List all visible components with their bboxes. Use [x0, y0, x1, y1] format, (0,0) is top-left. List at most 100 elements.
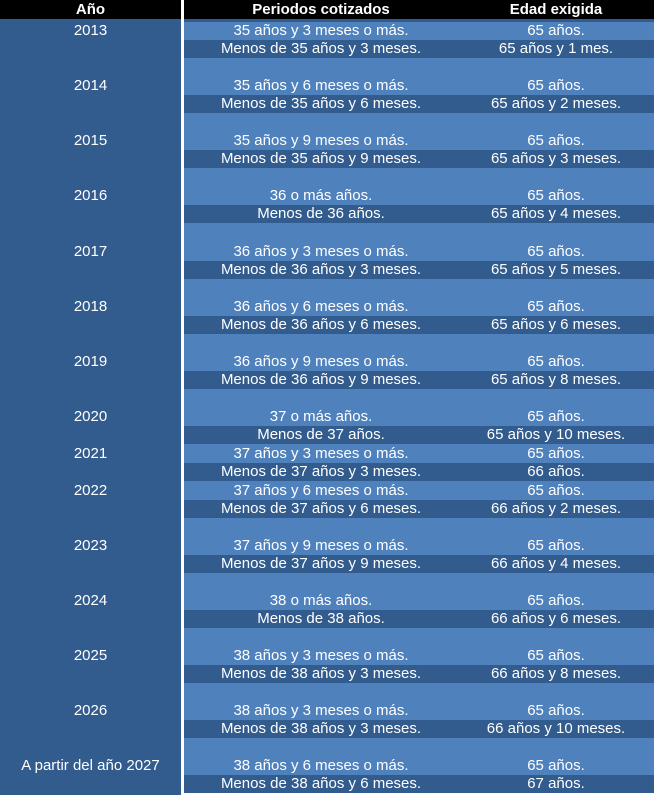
periods-cell: Menos de 37 años y 3 meses.	[220, 463, 422, 480]
row-band	[184, 298, 654, 316]
periods-cell: 37 o más años.	[269, 408, 373, 425]
periods-cell: 38 años y 3 meses o más.	[233, 702, 409, 719]
row-band	[184, 77, 654, 95]
row-band	[184, 353, 654, 371]
row-band	[184, 647, 654, 665]
row-band	[184, 40, 654, 58]
row-band	[184, 334, 654, 353]
row-band	[184, 168, 654, 187]
age-cell: 66 años y 2 meses.	[490, 500, 622, 517]
age-cell: 65 años.	[527, 408, 585, 425]
periods-cell: Menos de 38 años y 3 meses.	[220, 720, 422, 737]
row-band	[184, 463, 654, 481]
age-cell: 65 años.	[527, 298, 585, 315]
row-band	[184, 95, 654, 113]
row-band	[184, 316, 654, 334]
year-label: 2026	[73, 702, 108, 719]
row-band	[184, 592, 654, 610]
periods-cell: 37 años y 6 meses o más.	[233, 482, 409, 499]
year-label: 2023	[73, 537, 108, 554]
age-cell: 65 años y 2 meses.	[490, 95, 622, 112]
age-cell: 65 años.	[527, 22, 585, 39]
row-band	[184, 665, 654, 683]
row-band	[184, 58, 654, 77]
row-band	[184, 19, 654, 22]
age-cell: 65 años.	[527, 445, 585, 462]
periods-cell: 38 años y 3 meses o más.	[233, 647, 409, 664]
periods-cell: 36 años y 3 meses o más.	[233, 243, 409, 260]
row-band	[184, 500, 654, 518]
row-band	[184, 426, 654, 444]
age-cell: 66 años y 10 meses.	[486, 720, 626, 737]
row-band	[184, 720, 654, 738]
age-cell: 66 años.	[527, 463, 585, 480]
age-cell: 65 años.	[527, 647, 585, 664]
age-cell: 65 años.	[527, 482, 585, 499]
year-label: 2019	[73, 353, 108, 370]
header-periods: Periodos cotizados	[184, 0, 458, 19]
row-band	[184, 683, 654, 702]
age-cell: 65 años y 3 meses.	[490, 150, 622, 167]
header-age: Edad exigida	[458, 0, 654, 19]
periods-cell: Menos de 37 años y 6 meses.	[220, 500, 422, 517]
year-label: 2020	[73, 408, 108, 425]
periods-cell: Menos de 38 años y 6 meses.	[220, 775, 422, 792]
age-cell: 66 años y 6 meses.	[490, 610, 622, 627]
header-year: Año	[0, 0, 181, 19]
periods-cell: 38 o más años.	[269, 592, 373, 609]
row-band	[184, 371, 654, 389]
periods-cell: Menos de 37 años.	[257, 426, 385, 443]
row-band	[184, 481, 654, 482]
age-cell: 65 años y 4 meses.	[490, 205, 622, 222]
row-band	[184, 537, 654, 555]
row-band	[184, 628, 654, 647]
periods-cell: Menos de 36 años.	[257, 205, 385, 222]
periods-cell: Menos de 37 años y 9 meses.	[220, 555, 422, 572]
periods-cell: 37 años y 9 meses o más.	[233, 537, 409, 554]
periods-cell: 37 años y 3 meses o más.	[233, 445, 409, 462]
row-band	[184, 518, 654, 537]
year-label: 2014	[73, 77, 108, 94]
row-band	[184, 243, 654, 261]
year-label: 2016	[73, 187, 108, 204]
row-band	[184, 482, 654, 500]
row-band	[184, 573, 654, 592]
age-cell: 65 años.	[527, 537, 585, 554]
age-cell: 65 años.	[527, 132, 585, 149]
row-band	[184, 389, 654, 408]
row-band	[184, 444, 654, 445]
row-band	[184, 261, 654, 279]
age-cell: 65 años.	[527, 187, 585, 204]
row-band	[184, 555, 654, 573]
row-band	[184, 445, 654, 463]
row-band	[184, 775, 654, 793]
row-band	[184, 150, 654, 168]
age-cell: 67 años.	[527, 775, 585, 792]
age-cell: 65 años y 5 meses.	[490, 261, 622, 278]
row-band	[184, 610, 654, 628]
age-cell: 65 años y 10 meses.	[486, 426, 626, 443]
row-band	[184, 22, 654, 40]
year-label: 2013	[73, 22, 108, 39]
year-label: 2017	[73, 243, 108, 260]
age-cell: 65 años.	[527, 77, 585, 94]
row-band	[184, 408, 654, 426]
age-cell: 65 años.	[527, 592, 585, 609]
year-label: A partir del año 2027	[21, 757, 160, 774]
row-band	[184, 738, 654, 757]
age-cell: 66 años y 4 meses.	[490, 555, 622, 572]
row-band	[184, 205, 654, 223]
periods-cell: Menos de 38 años.	[257, 610, 385, 627]
year-label: 2021	[73, 445, 108, 462]
age-cell: 65 años y 1 mes.	[498, 40, 614, 57]
age-cell: 65 años.	[527, 353, 585, 370]
periods-cell: Menos de 35 años y 6 meses.	[220, 95, 422, 112]
periods-cell: Menos de 35 años y 3 meses.	[220, 40, 422, 57]
periods-cell: 35 años y 9 meses o más.	[233, 132, 409, 149]
periods-cell: 36 años y 6 meses o más.	[233, 298, 409, 315]
row-band	[184, 187, 654, 205]
row-band	[184, 223, 654, 243]
periods-cell: 38 años y 6 meses o más.	[233, 757, 409, 774]
year-label: 2018	[73, 298, 108, 315]
